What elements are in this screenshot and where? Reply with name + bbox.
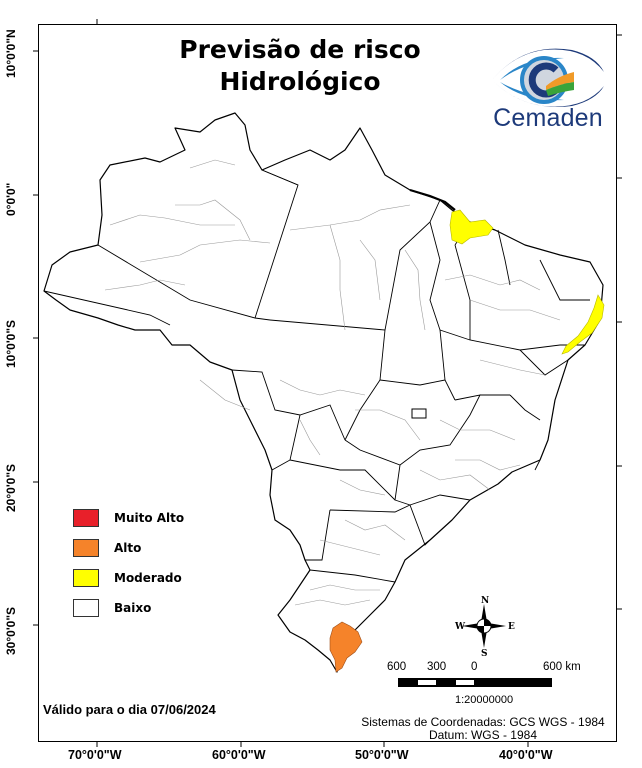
- compass-south-label: S: [481, 649, 488, 659]
- lat-label-20s: 20°0'0"S: [4, 463, 18, 512]
- legend-swatch-moderado: [73, 569, 99, 587]
- legend-item-moderado: Moderado: [73, 567, 182, 589]
- lat-label-0: 0°0'0": [4, 182, 18, 216]
- scale-label-600km: 600 km: [543, 661, 581, 673]
- lat-label-30s: 30°0'0"S: [4, 606, 18, 655]
- legend-swatch-muito-alto: [73, 509, 99, 527]
- legend-item-alto: Alto: [73, 537, 141, 559]
- legend-swatch-alto: [73, 539, 99, 557]
- region-moderado-maranhao-coast: [449, 209, 494, 245]
- state-borders: [43, 169, 590, 583]
- lon-label-60w: 60°0'0"W: [212, 748, 266, 762]
- map-title-line1: Previsão de risco: [179, 35, 421, 64]
- lat-label-10s: 10°0'0"S: [4, 319, 18, 368]
- region-moderado-east-coast: [561, 294, 605, 355]
- scale-label-300: 300: [427, 661, 447, 673]
- coordinate-system-info: Sistemas de Coordenadas: GCS WGS - 1984 …: [352, 716, 614, 742]
- frame-ticks: [33, 19, 622, 747]
- compass-north-label: N: [481, 596, 490, 606]
- cemaden-logo-text: Cemaden: [493, 104, 603, 132]
- valid-label-text: Válido para o dia: [43, 702, 148, 717]
- region-alto-rio-grande-do-sul: [329, 621, 363, 673]
- lon-label-40w: 40°0'0"W: [499, 748, 553, 762]
- datum-text: Datum: WGS - 1984: [428, 728, 538, 742]
- coordinate-system-text: Sistemas de Coordenadas: GCS WGS - 1984: [361, 715, 605, 729]
- coastline-north: [409, 188, 456, 211]
- lon-label-50w: 50°0'0"W: [355, 748, 409, 762]
- compass-east-label: E: [508, 622, 515, 632]
- legend-label-alto: Alto: [114, 541, 142, 555]
- legend-label-baixo: Baixo: [114, 601, 152, 615]
- map-title-line2: Hidrológico: [219, 67, 381, 96]
- region-borders: [104, 159, 561, 606]
- brazil-outline: [43, 112, 604, 673]
- scale-label-600: 600: [387, 661, 407, 673]
- valid-date-label: Válido para o dia 07/06/2024: [43, 702, 216, 717]
- legend-label-moderado: Moderado: [114, 571, 182, 585]
- scale-label-0: 0: [471, 661, 478, 673]
- lon-label-70w: 70°0'0"W: [68, 748, 122, 762]
- legend-item-baixo: Baixo: [73, 597, 151, 619]
- compass-rose-icon: [462, 604, 506, 648]
- valid-date-value: 07/06/2024: [150, 702, 216, 717]
- map-title: Previsão de risco Hidrológico: [150, 34, 450, 98]
- lat-label-10n: 10°0'0"N: [4, 29, 18, 78]
- compass-west-label: W: [455, 622, 466, 632]
- distrito-federal: [411, 408, 427, 419]
- cemaden-logo-icon: [492, 48, 604, 107]
- legend-swatch-baixo: [73, 599, 99, 617]
- scale-bar: [398, 678, 552, 687]
- legend-item-muito-alto: Muito Alto: [73, 507, 184, 529]
- legend-label-muito-alto: Muito Alto: [114, 511, 185, 525]
- scale-ratio: 1:20000000: [455, 694, 514, 706]
